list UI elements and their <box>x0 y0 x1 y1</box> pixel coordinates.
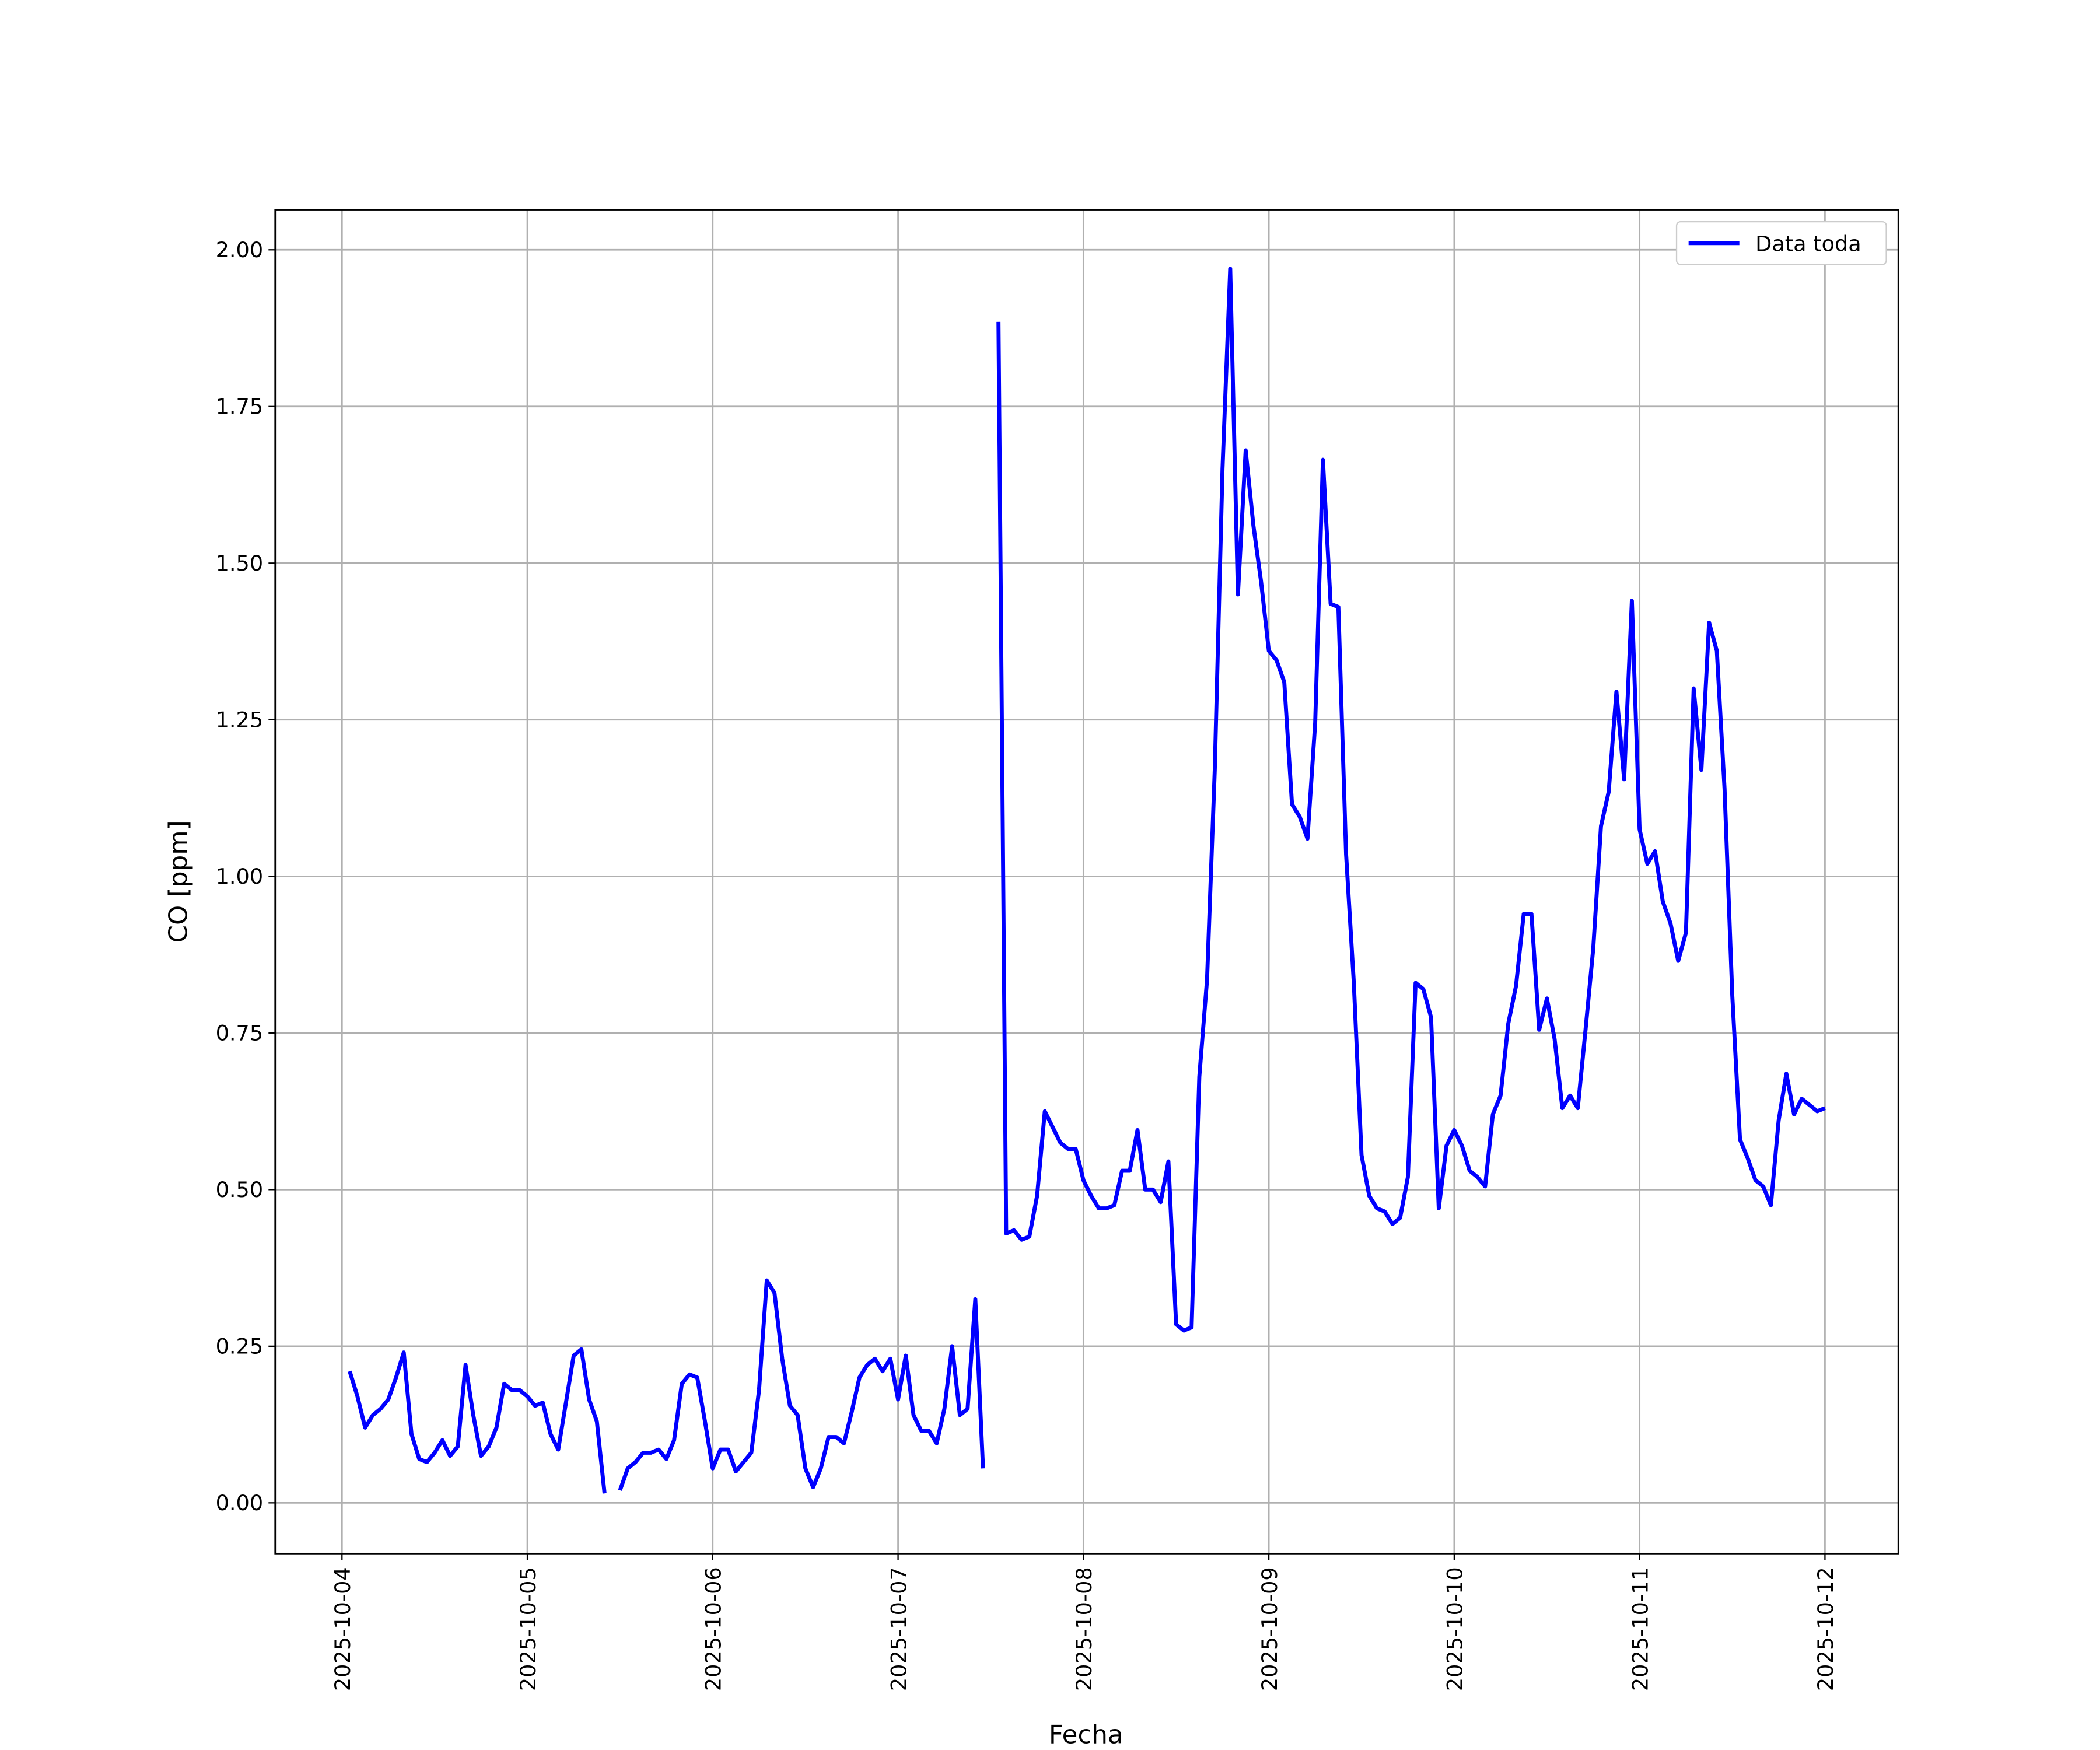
data-line <box>996 267 1826 1333</box>
y-tick-label: 0.25 <box>216 1334 264 1359</box>
y-tick-label: 0.00 <box>216 1490 264 1516</box>
legend-box <box>1675 221 1887 265</box>
legend-label: Data toda <box>1755 232 1861 257</box>
y-tick-label: 1.50 <box>216 551 264 576</box>
y-tick-label: 1.00 <box>216 864 264 889</box>
background <box>13 0 2087 1750</box>
axes-frame <box>274 209 1899 1555</box>
x-tick-label: 2025-10-12 <box>1813 1567 1838 1691</box>
data-line <box>618 1278 985 1492</box>
y-tick-label: 0.75 <box>216 1020 264 1045</box>
y-axis-label: CO [ppm] <box>164 820 194 943</box>
y-tick-label: 0.50 <box>216 1177 264 1202</box>
x-tick-label: 2025-10-06 <box>701 1567 726 1691</box>
x-tick-label: 2025-10-08 <box>1072 1567 1097 1691</box>
x-tick-label: 2025-10-07 <box>886 1567 911 1691</box>
data-line <box>348 1347 607 1494</box>
x-tick-label: 2025-10-09 <box>1257 1567 1282 1691</box>
y-tick-label: 1.75 <box>216 394 264 419</box>
x-tick-label: 2025-10-05 <box>516 1567 541 1691</box>
y-tick-label: 1.25 <box>216 707 264 732</box>
x-tick-label: 2025-10-10 <box>1443 1567 1468 1691</box>
x-tick-label: 2025-10-11 <box>1628 1567 1653 1691</box>
x-tick-label: 2025-10-04 <box>330 1567 355 1691</box>
y-tick-label: 2.00 <box>216 237 264 262</box>
x-axis-label: Fecha <box>1049 1721 1124 1750</box>
